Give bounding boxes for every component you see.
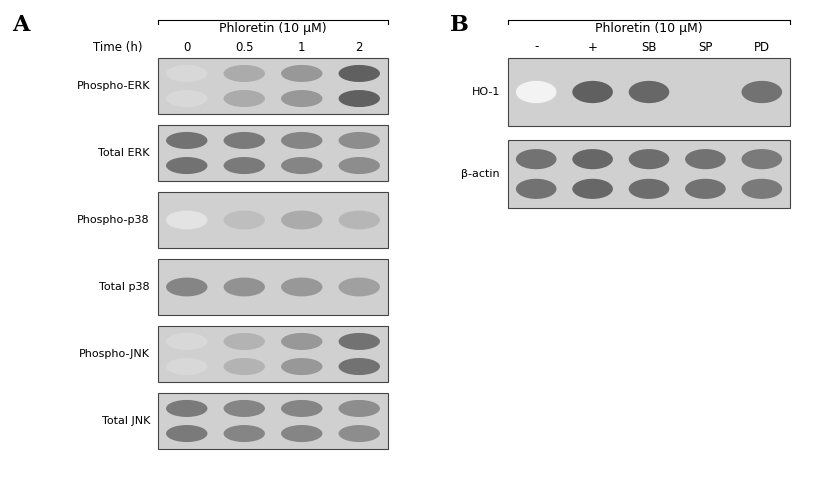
Bar bbox=[158, 326, 387, 382]
Bar bbox=[158, 192, 387, 248]
Ellipse shape bbox=[165, 358, 207, 375]
Bar bbox=[508, 58, 789, 126]
Ellipse shape bbox=[281, 157, 322, 174]
Text: -: - bbox=[533, 41, 538, 54]
Ellipse shape bbox=[338, 210, 379, 229]
Ellipse shape bbox=[740, 149, 781, 169]
Text: HO-1: HO-1 bbox=[471, 87, 500, 97]
Ellipse shape bbox=[740, 81, 781, 103]
Bar bbox=[158, 259, 387, 315]
Ellipse shape bbox=[165, 157, 207, 174]
Text: SB: SB bbox=[640, 41, 656, 54]
Text: Phospho-p38: Phospho-p38 bbox=[77, 215, 150, 225]
Ellipse shape bbox=[515, 149, 556, 169]
Ellipse shape bbox=[281, 65, 322, 82]
Ellipse shape bbox=[281, 400, 322, 417]
Ellipse shape bbox=[224, 333, 265, 350]
Text: Time (h): Time (h) bbox=[93, 41, 143, 54]
Text: 2: 2 bbox=[355, 41, 363, 54]
Ellipse shape bbox=[338, 278, 379, 297]
Bar bbox=[158, 125, 387, 181]
Ellipse shape bbox=[684, 81, 725, 103]
Ellipse shape bbox=[281, 333, 322, 350]
Ellipse shape bbox=[224, 65, 265, 82]
Ellipse shape bbox=[281, 425, 322, 442]
Text: SP: SP bbox=[697, 41, 712, 54]
Ellipse shape bbox=[572, 179, 612, 199]
Ellipse shape bbox=[338, 157, 379, 174]
Ellipse shape bbox=[281, 90, 322, 107]
Ellipse shape bbox=[165, 210, 207, 229]
Bar bbox=[158, 58, 387, 114]
Ellipse shape bbox=[338, 358, 379, 375]
Ellipse shape bbox=[165, 333, 207, 350]
Ellipse shape bbox=[281, 132, 322, 149]
Text: Total JNK: Total JNK bbox=[102, 416, 150, 426]
Text: 0.5: 0.5 bbox=[235, 41, 253, 54]
Text: 1: 1 bbox=[297, 41, 305, 54]
Ellipse shape bbox=[224, 210, 265, 229]
Ellipse shape bbox=[224, 278, 265, 297]
Bar bbox=[508, 140, 789, 208]
Ellipse shape bbox=[165, 425, 207, 442]
Ellipse shape bbox=[338, 65, 379, 82]
Text: Total ERK: Total ERK bbox=[98, 148, 150, 158]
Ellipse shape bbox=[281, 210, 322, 229]
Text: Phospho-JNK: Phospho-JNK bbox=[79, 349, 150, 359]
Text: B: B bbox=[450, 14, 468, 36]
Text: 0: 0 bbox=[183, 41, 190, 54]
Ellipse shape bbox=[281, 278, 322, 297]
Ellipse shape bbox=[628, 149, 668, 169]
Bar bbox=[158, 393, 387, 449]
Ellipse shape bbox=[165, 132, 207, 149]
Ellipse shape bbox=[338, 425, 379, 442]
Text: Phloretin (10 μM): Phloretin (10 μM) bbox=[595, 22, 702, 35]
Text: PD: PD bbox=[753, 41, 769, 54]
Ellipse shape bbox=[165, 65, 207, 82]
Text: Total p38: Total p38 bbox=[99, 282, 150, 292]
Ellipse shape bbox=[740, 179, 781, 199]
Text: Phospho-ERK: Phospho-ERK bbox=[76, 81, 150, 91]
Ellipse shape bbox=[684, 149, 725, 169]
Ellipse shape bbox=[515, 81, 556, 103]
Ellipse shape bbox=[338, 90, 379, 107]
Ellipse shape bbox=[224, 425, 265, 442]
Ellipse shape bbox=[338, 132, 379, 149]
Ellipse shape bbox=[224, 157, 265, 174]
Text: A: A bbox=[12, 14, 29, 36]
Ellipse shape bbox=[684, 179, 725, 199]
Text: β-actin: β-actin bbox=[461, 169, 500, 179]
Text: +: + bbox=[587, 41, 597, 54]
Ellipse shape bbox=[628, 81, 668, 103]
Ellipse shape bbox=[338, 400, 379, 417]
Ellipse shape bbox=[165, 278, 207, 297]
Ellipse shape bbox=[338, 333, 379, 350]
Ellipse shape bbox=[281, 358, 322, 375]
Ellipse shape bbox=[224, 358, 265, 375]
Ellipse shape bbox=[224, 400, 265, 417]
Ellipse shape bbox=[224, 132, 265, 149]
Ellipse shape bbox=[572, 81, 612, 103]
Text: Phloretin (10 μM): Phloretin (10 μM) bbox=[219, 22, 327, 35]
Ellipse shape bbox=[572, 149, 612, 169]
Ellipse shape bbox=[628, 179, 668, 199]
Ellipse shape bbox=[165, 90, 207, 107]
Ellipse shape bbox=[515, 179, 556, 199]
Ellipse shape bbox=[165, 400, 207, 417]
Ellipse shape bbox=[224, 90, 265, 107]
